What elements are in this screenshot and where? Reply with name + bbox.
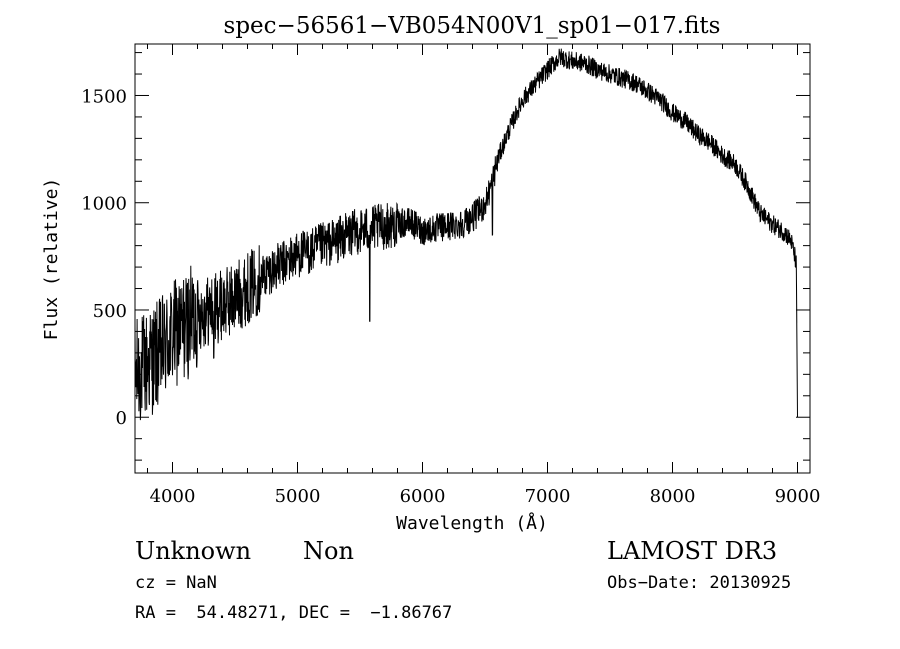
x-tick-label: 7000: [525, 486, 571, 507]
x-axis-label: Wavelength (Å): [396, 512, 548, 534]
tick-labels: 4000 5000 6000 7000 8000 9000 0 500 1000 1500: [81, 86, 820, 507]
chart-title: spec−56561−VB054N00V1_sp01−017.fits: [224, 13, 721, 39]
y-axis-label: Flux (relative): [41, 178, 62, 341]
obs-date-label: Obs−Date: 20130925: [607, 573, 792, 593]
subclass-label: Non: [303, 537, 354, 565]
spectrum-series-line: [134, 48, 798, 421]
axis-ticks: [135, 44, 810, 473]
x-tick-label: 9000: [775, 486, 821, 507]
coordinates-label: RA = 54.48271, DEC = −1.86767: [135, 603, 453, 623]
x-tick-label: 6000: [400, 486, 446, 507]
x-tick-label: 4000: [150, 486, 196, 507]
survey-label: LAMOST DR3: [607, 537, 778, 565]
plot-frame: [134, 43, 811, 474]
x-tick-label: 8000: [650, 486, 696, 507]
redshift-label: cz = NaN: [135, 573, 217, 593]
y-tick-label: 0: [116, 408, 127, 429]
y-tick-label: 500: [93, 301, 127, 322]
plot-axes: [134, 43, 811, 474]
y-tick-label: 1500: [81, 86, 127, 107]
object-class-label: Unknown: [135, 537, 252, 565]
y-tick-label: 1000: [81, 194, 127, 215]
x-tick-label: 5000: [275, 486, 321, 507]
